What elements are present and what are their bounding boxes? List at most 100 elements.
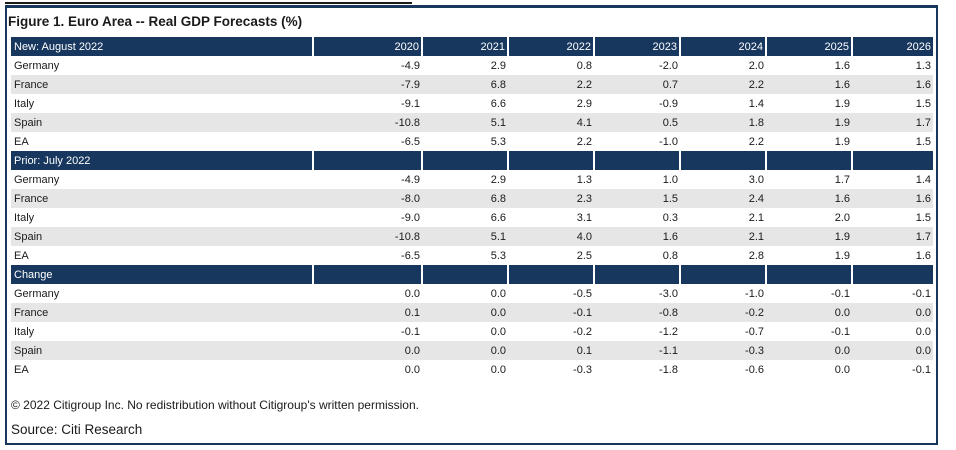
table-row: France -8.0 6.8 2.3 1.5 2.4 1.6 1.6 (11, 189, 933, 208)
value-cell: 1.6 (766, 189, 852, 208)
country-label: Italy (14, 211, 35, 224)
year-header: 2024 (680, 37, 767, 56)
value-cell: 0.0 (313, 341, 422, 360)
value-cell: 1.6 (915, 249, 931, 262)
value-cell: 2.2 (576, 135, 592, 148)
year-header: 2022 (508, 37, 595, 56)
value-cell: -0.7 (745, 325, 764, 338)
section-label: Change (11, 265, 314, 284)
value-cell: 1.5 (594, 189, 680, 208)
value-cell: -4.9 (401, 173, 420, 186)
source-note: Source: Citi Research (11, 422, 143, 437)
value-cell: 0.0 (490, 287, 506, 300)
table-row: EA 0.0 0.0 -0.3 -1.8 -0.6 0.0 -0.1 (11, 360, 933, 379)
value-cell: 2.9 (490, 59, 506, 72)
country-label: Germany (14, 173, 60, 186)
value-cell: 0.1 (508, 341, 594, 360)
year-header (422, 265, 509, 284)
section-header-row: New: August 2022 2020 2021 2022 2023 2024 2025… (11, 37, 933, 56)
figure-title: Figure 1. Euro Area -- Real GDP Forecast… (8, 14, 303, 29)
value-cell: 0.0 (766, 303, 852, 322)
table-row: Spain -10.8 5.1 4.0 1.6 2.1 1.9 1.7 (11, 227, 933, 246)
value-cell: 0.8 (662, 249, 678, 262)
year-header (594, 151, 681, 170)
value-cell: 2.1 (748, 211, 764, 224)
value-cell: 1.4 (915, 173, 931, 186)
value-cell: 4.0 (508, 227, 594, 246)
value-cell: 2.0 (748, 59, 764, 72)
value-cell: -0.1 (508, 303, 594, 322)
year-header (508, 151, 595, 170)
table-row: France 0.1 0.0 -0.1 -0.8 -0.2 0.0 0.0 (11, 303, 933, 322)
value-cell: 2.5 (576, 249, 592, 262)
value-cell: 2.9 (490, 173, 506, 186)
year-header: 2021 (422, 37, 509, 56)
value-cell: 1.6 (594, 227, 680, 246)
year-header (766, 151, 853, 170)
top-rule (5, 2, 412, 4)
year-header (852, 151, 933, 170)
value-cell: -1.0 (659, 135, 678, 148)
value-cell: 1.7 (852, 227, 933, 246)
value-cell: 1.9 (834, 97, 850, 110)
value-cell: 5.1 (422, 227, 508, 246)
value-cell: -0.3 (573, 363, 592, 376)
value-cell: -3.0 (659, 287, 678, 300)
value-cell: -1.0 (745, 287, 764, 300)
value-cell: 1.5 (915, 211, 931, 224)
value-cell: 0.0 (422, 303, 508, 322)
value-cell: 1.5 (915, 97, 931, 110)
value-cell: -0.1 (912, 363, 931, 376)
value-cell: 2.2 (508, 75, 594, 94)
year-header (508, 265, 595, 284)
value-cell: -0.8 (594, 303, 680, 322)
value-cell: 6.8 (422, 75, 508, 94)
country-label: Spain (11, 227, 313, 246)
year-header (680, 265, 767, 284)
year-header: 2020 (313, 37, 423, 56)
value-cell: -1.2 (659, 325, 678, 338)
table-row: Germany -4.9 2.9 1.3 1.0 3.0 1.7 1.4 (11, 170, 933, 189)
value-cell: 1.6 (852, 75, 933, 94)
value-cell: 0.0 (834, 363, 850, 376)
value-cell: 0.0 (404, 287, 420, 300)
country-label: Italy (14, 325, 35, 338)
value-cell: -8.0 (313, 189, 422, 208)
value-cell: 0.0 (422, 341, 508, 360)
table-row: Italy -9.1 6.6 2.9 -0.9 1.4 1.9 1.5 (11, 94, 933, 113)
country-label: Spain (11, 341, 313, 360)
value-cell: 0.1 (313, 303, 422, 322)
year-header: 2023 (594, 37, 681, 56)
table-row: Germany -4.9 2.9 0.8 -2.0 2.0 1.6 1.3 (11, 56, 933, 75)
value-cell: 3.0 (748, 173, 764, 186)
value-cell: 1.0 (662, 173, 678, 186)
table-row: France -7.9 6.8 2.2 0.7 2.2 1.6 1.6 (11, 75, 933, 94)
value-cell: -4.9 (401, 59, 420, 72)
section-label: New: August 2022 (11, 37, 314, 56)
value-cell: 2.8 (748, 249, 764, 262)
year-header (852, 265, 933, 284)
table-row: EA -6.5 5.3 2.2 -1.0 2.2 1.9 1.5 (11, 132, 933, 151)
value-cell: -0.1 (831, 325, 850, 338)
value-cell: 1.5 (915, 135, 931, 148)
value-cell: -0.3 (680, 341, 766, 360)
value-cell: -6.5 (401, 249, 420, 262)
value-cell: 1.7 (834, 173, 850, 186)
table-row: Italy -0.1 0.0 -0.2 -1.2 -0.7 -0.1 0.0 (11, 322, 933, 341)
copyright-note: © 2022 Citigroup Inc. No redistribution … (11, 398, 419, 412)
value-cell: -9.0 (401, 211, 420, 224)
value-cell: 1.8 (680, 113, 766, 132)
value-cell: -0.2 (573, 325, 592, 338)
value-cell: -10.8 (313, 227, 422, 246)
value-cell: 1.9 (766, 113, 852, 132)
gdp-forecast-table: New: August 2022 2020 2021 2022 2023 2024 2025… (11, 37, 933, 379)
value-cell: 2.2 (680, 75, 766, 94)
value-cell: 4.1 (508, 113, 594, 132)
value-cell: 2.4 (680, 189, 766, 208)
value-cell: -7.9 (313, 75, 422, 94)
country-label: EA (14, 249, 29, 262)
value-cell: -0.1 (401, 325, 420, 338)
value-cell: 0.0 (915, 325, 931, 338)
year-header (313, 151, 423, 170)
country-label: Germany (14, 59, 60, 72)
